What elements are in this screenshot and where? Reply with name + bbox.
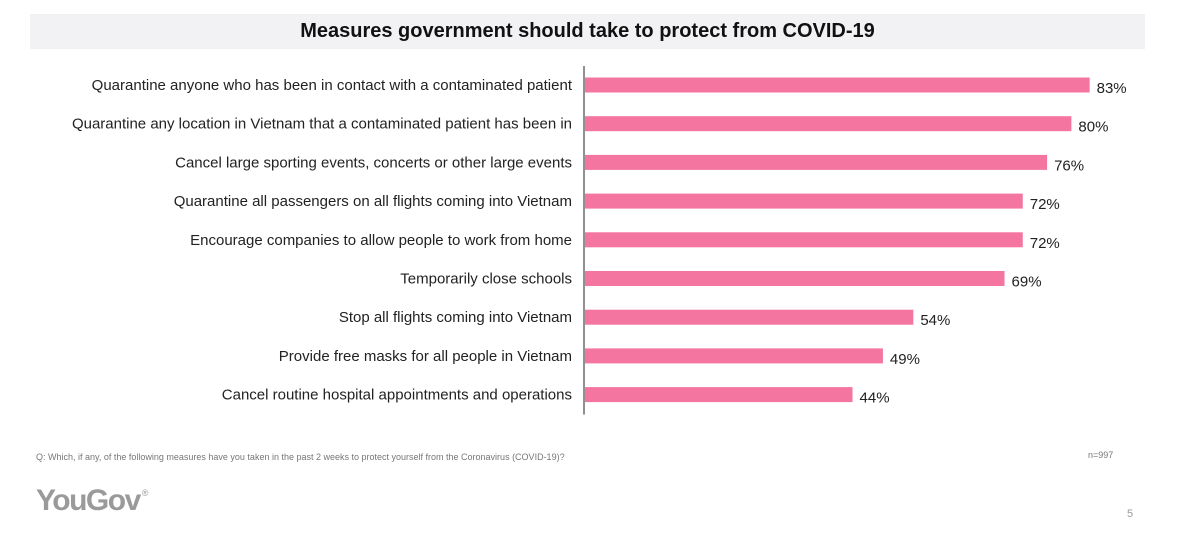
value-label: 83%	[1097, 80, 1127, 97]
category-label: Temporarily close schools	[400, 271, 572, 288]
value-label: 80%	[1078, 119, 1108, 136]
logo-registered-mark: ®	[141, 488, 149, 498]
chart-title-band: Measures government should take to prote…	[30, 14, 1145, 49]
category-label: Cancel routine hospital appointments and…	[222, 387, 572, 404]
value-label: 69%	[1012, 274, 1042, 291]
value-label: 72%	[1030, 196, 1060, 213]
bar	[585, 348, 883, 364]
chart-title: Measures government should take to prote…	[300, 20, 875, 42]
value-label: 54%	[920, 312, 950, 329]
logo-text: YouGov	[36, 484, 141, 517]
bar	[585, 232, 1023, 248]
bar	[585, 309, 914, 325]
value-label: 49%	[890, 351, 920, 368]
yougov-logo: YouGov ®	[36, 484, 148, 518]
category-label: Cancel large sporting events, concerts o…	[175, 154, 572, 171]
value-label: 44%	[860, 390, 890, 407]
bar	[585, 193, 1023, 209]
value-label: 72%	[1030, 235, 1060, 252]
category-label: Quarantine any location in Vietnam that …	[72, 116, 572, 133]
bar	[585, 116, 1072, 132]
bar	[585, 387, 853, 403]
sample-size: n=997	[1088, 450, 1114, 460]
category-label: Provide free masks for all people in Vie…	[279, 348, 572, 365]
bar	[585, 77, 1090, 93]
category-label: Stop all flights coming into Vietnam	[339, 309, 572, 326]
bar	[585, 154, 1048, 170]
category-label: Quarantine anyone who has been in contac…	[92, 77, 573, 94]
question-footnote: Q: Which, if any, of the following measu…	[36, 452, 565, 462]
bar	[585, 271, 1005, 286]
page-number: 5	[1127, 508, 1134, 520]
category-label: Quarantine all passengers on all flights…	[174, 193, 572, 210]
value-label: 76%	[1054, 157, 1084, 174]
category-label: Encourage companies to allow people to w…	[190, 232, 572, 249]
bar-chart: Quarantine anyone who has been in contac…	[72, 66, 1127, 415]
